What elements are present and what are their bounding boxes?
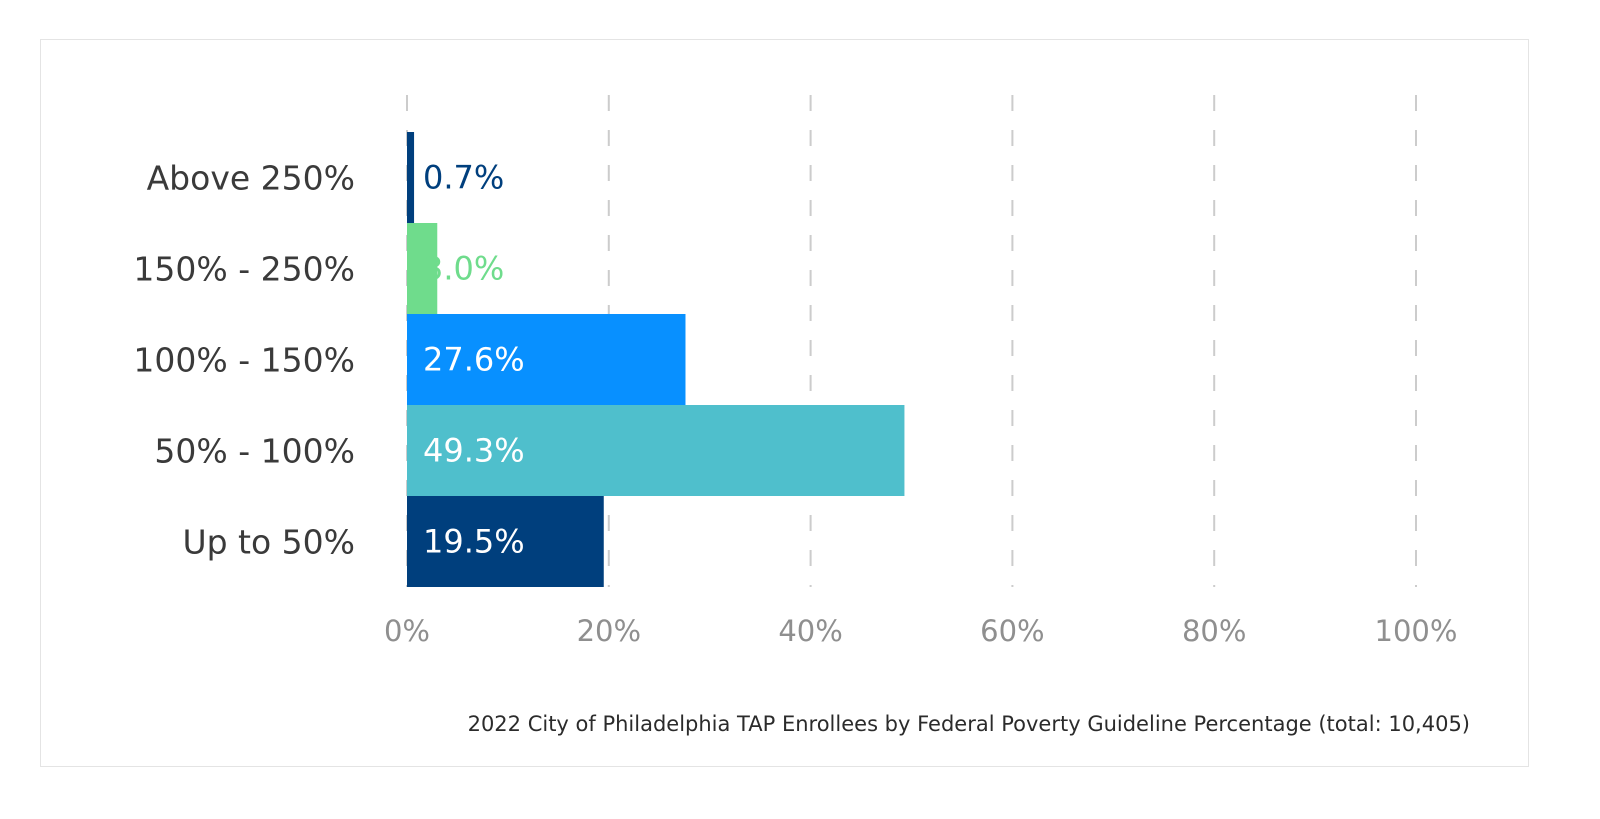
x-tick-label: 40% xyxy=(778,614,842,648)
chart-caption: 2022 City of Philadelphia TAP Enrollees … xyxy=(468,712,1470,736)
bar xyxy=(407,223,438,314)
category-label: Above 250% xyxy=(147,159,355,198)
category-label: 150% - 250% xyxy=(133,250,355,289)
x-tick-label: 80% xyxy=(1182,614,1246,648)
category-label: 50% - 100% xyxy=(154,432,355,471)
x-tick-label: 20% xyxy=(577,614,641,648)
x-tick-label: 0% xyxy=(384,614,430,648)
bar-value-label: 19.5% xyxy=(423,523,525,561)
x-tick-label: 60% xyxy=(980,614,1044,648)
value-labels: 0.7% 3.0% 27.6% 49.3% 19.5% xyxy=(423,159,525,561)
bar-value-label: 3.0% xyxy=(423,250,504,288)
x-tick-label: 100% xyxy=(1375,614,1458,648)
bars xyxy=(407,132,905,587)
bar xyxy=(407,132,415,223)
bar-value-label: 0.7% xyxy=(423,159,504,197)
bar xyxy=(407,314,686,405)
category-labels: Above 250% 150% - 250% 100% - 150% 50% - 10… xyxy=(133,159,355,562)
category-label: 100% - 150% xyxy=(133,341,355,380)
bar xyxy=(407,496,604,587)
bar-value-label: 49.3% xyxy=(423,432,525,470)
bar xyxy=(407,405,905,496)
category-label: Up to 50% xyxy=(182,523,355,562)
bar-value-label: 27.6% xyxy=(423,341,525,379)
chart-frame xyxy=(40,39,1529,767)
x-axis-tick-labels: 0% 20% 40% 60% 80% 100% xyxy=(384,614,1457,648)
